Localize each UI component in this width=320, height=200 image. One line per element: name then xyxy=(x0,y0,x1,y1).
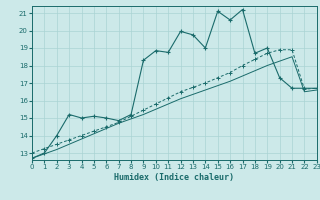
X-axis label: Humidex (Indice chaleur): Humidex (Indice chaleur) xyxy=(115,173,234,182)
